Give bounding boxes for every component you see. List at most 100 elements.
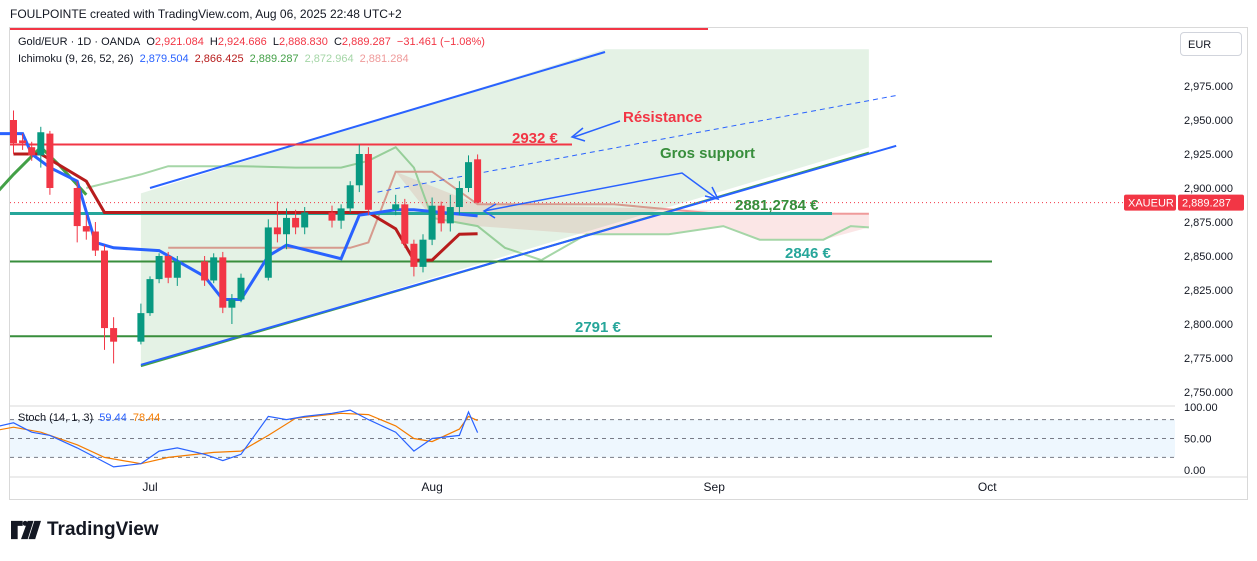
symbol-tag <box>1124 194 1176 211</box>
candle-body <box>82 226 90 232</box>
high-value: 2,924.686 <box>217 36 267 48</box>
chikou-line <box>0 145 88 196</box>
price-tag <box>1178 194 1244 211</box>
candle-body <box>37 132 45 156</box>
candle-body <box>146 279 154 314</box>
candle-body <box>283 217 290 235</box>
channel-median-line <box>377 95 897 193</box>
candle-body <box>437 205 445 224</box>
time-tick-label: Aug <box>421 480 442 494</box>
price-tag-label: 2,889.287 <box>1182 198 1231 210</box>
kijun-line <box>13 152 478 262</box>
price-tick-label: 2,775.000 <box>1184 353 1233 365</box>
candle-body <box>110 328 118 342</box>
stoch-k-value: 59.44 <box>99 412 127 424</box>
close-value: 2,889.287 <box>341 36 391 48</box>
level-2846-label: 2846 € <box>785 245 832 262</box>
symbol-tag-label: XAUEUR <box>1128 198 1174 210</box>
support-arrow <box>483 172 717 212</box>
currency-button[interactable]: EUR <box>1180 32 1242 56</box>
resistance-label: Résistance <box>623 109 702 126</box>
stoch-legend: Stoch (14, 1, 3) 59.44 78.44 <box>18 412 163 424</box>
stoch-tick-label: 0.00 <box>1184 465 1205 477</box>
candle-body <box>19 140 27 144</box>
tenkan-value: 2,879.504 <box>139 53 189 65</box>
horizontal-levels <box>10 28 1175 338</box>
stoch-d-value: 78.44 <box>132 412 161 424</box>
candle-body <box>137 313 145 342</box>
level-2932-label: 2932 € <box>512 130 559 147</box>
price-tick-label: 2,850.000 <box>1184 251 1233 263</box>
candle-body <box>455 188 463 208</box>
support-arrow-head-left <box>482 203 497 219</box>
support-arrow-head-right <box>704 186 720 201</box>
stoch-tick-label: 100.00 <box>1184 402 1218 414</box>
candle-body <box>301 212 309 228</box>
resistance-arrow <box>573 120 621 138</box>
candle-body <box>28 147 36 156</box>
span-b-line <box>168 170 869 249</box>
candle-body <box>91 231 99 251</box>
symbol-label: Gold/EUR · 1D · OANDA <box>18 36 141 48</box>
span-b-value: 2,881.284 <box>359 53 409 65</box>
price-tick-label: 2,750.000 <box>1184 387 1233 399</box>
candle-body <box>337 208 345 221</box>
channel-upper-line <box>149 51 606 189</box>
stoch-band <box>10 419 1175 458</box>
stochastic-pane: 100.00 50.00 0.00 <box>0 402 1218 477</box>
kijun-value: 2,866.425 <box>194 53 244 65</box>
candle-body <box>264 227 272 278</box>
candle-body <box>364 154 372 210</box>
chart-frame <box>9 27 1248 500</box>
open-value: 2,921.084 <box>154 36 204 48</box>
candle-body <box>155 256 163 280</box>
candles <box>10 110 482 364</box>
ichimoku-legend: Ichimoku (9, 26, 52, 26) 2,879.504 2,866… <box>18 53 412 65</box>
resistance-arrow-head <box>570 127 586 142</box>
candle-body <box>10 120 17 144</box>
candle-body <box>355 154 363 186</box>
stoch-tick-label: 50.00 <box>1184 434 1212 446</box>
brand-name: TradingView <box>47 519 159 540</box>
candle-body <box>346 185 354 209</box>
candle-body <box>410 243 418 267</box>
chart-header: FOULPOINTE created with TradingView.com,… <box>10 7 402 21</box>
candle-body <box>401 204 409 244</box>
cloud-bearish-area <box>395 171 869 240</box>
candle-body <box>228 299 236 308</box>
candle-body <box>164 256 172 278</box>
high-label: H <box>209 36 218 48</box>
candle-body <box>446 207 454 224</box>
price-tick-label: 2,925.000 <box>1184 149 1233 161</box>
price-tick-label: 2,825.000 <box>1184 285 1233 297</box>
close-label: C <box>333 36 342 48</box>
candle-body <box>210 257 218 281</box>
channel-lower-blue <box>140 144 897 366</box>
ichimoku-cloud <box>86 145 869 262</box>
candle-body <box>237 277 245 300</box>
stoch-name: Stoch (14, 1, 3) <box>18 412 94 424</box>
tradingview-logo-icon <box>11 520 41 540</box>
candle-body <box>474 159 482 203</box>
stoch-d-line <box>0 412 478 465</box>
candle-body <box>219 257 227 308</box>
candle-body <box>428 205 436 240</box>
candle-body <box>392 204 400 210</box>
tradingview-logo[interactable]: TradingView <box>11 519 159 541</box>
candle-body <box>73 188 81 227</box>
gros-support-label: Gros support <box>660 145 755 162</box>
candle-body <box>273 227 281 235</box>
span-a-line <box>86 145 869 262</box>
price-axis: 2,975.000 2,950.000 2,925.000 2,900.000 2,87… <box>1124 81 1244 399</box>
candle-body <box>328 212 336 221</box>
annotations: Résistance 2932 € Gros support 2881,2784 € 2… <box>482 109 832 336</box>
ichimoku-name: Ichimoku (9, 26, 52, 26) <box>18 53 134 65</box>
candle-body <box>201 261 209 281</box>
price-tick-label: 2,975.000 <box>1184 81 1233 93</box>
time-tick-label: Oct <box>978 480 997 494</box>
time-tick-label: Jul <box>142 480 157 494</box>
level-2791-label: 2791 € <box>575 319 622 336</box>
candle-body <box>173 261 181 278</box>
chikou-value: 2,889.287 <box>249 53 299 65</box>
